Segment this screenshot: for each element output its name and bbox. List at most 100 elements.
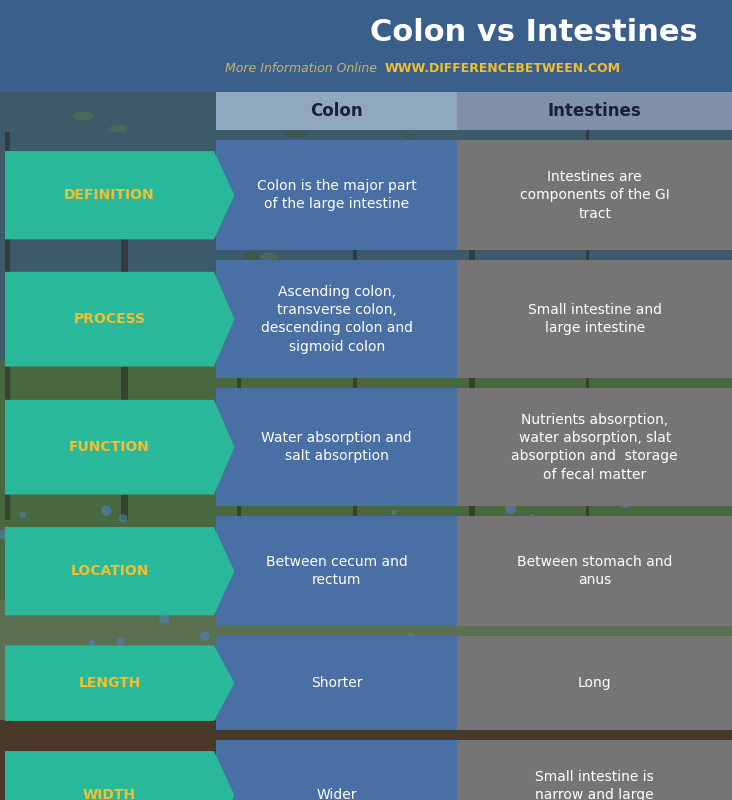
Circle shape bbox=[91, 535, 95, 539]
Circle shape bbox=[416, 515, 424, 523]
Circle shape bbox=[231, 642, 239, 650]
FancyBboxPatch shape bbox=[458, 388, 732, 506]
Polygon shape bbox=[5, 646, 234, 721]
Ellipse shape bbox=[724, 474, 732, 478]
Ellipse shape bbox=[624, 446, 640, 453]
Circle shape bbox=[89, 640, 95, 646]
FancyBboxPatch shape bbox=[121, 216, 128, 520]
Text: Ascending colon,
transverse colon,
descending colon and
sigmoid colon: Ascending colon, transverse colon, desce… bbox=[261, 285, 413, 354]
Circle shape bbox=[119, 514, 127, 522]
Ellipse shape bbox=[72, 112, 94, 121]
Circle shape bbox=[433, 635, 441, 643]
Ellipse shape bbox=[264, 430, 275, 435]
Circle shape bbox=[537, 523, 541, 527]
Circle shape bbox=[529, 514, 535, 521]
Polygon shape bbox=[5, 751, 234, 800]
Circle shape bbox=[200, 631, 210, 642]
Ellipse shape bbox=[573, 315, 591, 322]
Text: Shorter: Shorter bbox=[311, 676, 362, 690]
Text: Between stomach and
anus: Between stomach and anus bbox=[517, 555, 673, 587]
Text: Long: Long bbox=[578, 676, 611, 690]
FancyBboxPatch shape bbox=[216, 740, 458, 800]
Text: Water absorption and
salt absorption: Water absorption and salt absorption bbox=[261, 431, 412, 463]
Circle shape bbox=[354, 660, 366, 671]
Ellipse shape bbox=[76, 394, 100, 402]
FancyBboxPatch shape bbox=[586, 127, 589, 520]
Circle shape bbox=[298, 538, 303, 543]
FancyBboxPatch shape bbox=[237, 322, 241, 520]
Circle shape bbox=[148, 685, 154, 691]
Ellipse shape bbox=[520, 409, 536, 415]
Ellipse shape bbox=[153, 290, 168, 295]
FancyBboxPatch shape bbox=[216, 388, 458, 506]
Text: Small intestine is
narrow and large
intestine is wider: Small intestine is narrow and large inte… bbox=[535, 770, 654, 800]
Circle shape bbox=[412, 518, 422, 528]
Ellipse shape bbox=[463, 473, 482, 480]
Ellipse shape bbox=[352, 85, 365, 90]
FancyBboxPatch shape bbox=[458, 140, 732, 250]
FancyBboxPatch shape bbox=[216, 140, 458, 250]
Text: WIDTH: WIDTH bbox=[83, 788, 136, 800]
Text: Wider: Wider bbox=[316, 788, 357, 800]
Circle shape bbox=[286, 674, 294, 682]
Ellipse shape bbox=[110, 125, 127, 132]
FancyBboxPatch shape bbox=[458, 516, 732, 626]
Circle shape bbox=[231, 674, 242, 686]
Ellipse shape bbox=[243, 252, 262, 259]
Circle shape bbox=[366, 540, 374, 548]
Text: Between cecum and
rectum: Between cecum and rectum bbox=[266, 555, 408, 587]
Ellipse shape bbox=[151, 214, 172, 223]
Ellipse shape bbox=[706, 96, 717, 101]
Ellipse shape bbox=[370, 154, 389, 162]
FancyBboxPatch shape bbox=[458, 740, 732, 800]
Text: FUNCTION: FUNCTION bbox=[69, 440, 150, 454]
Text: LOCATION: LOCATION bbox=[70, 564, 149, 578]
FancyBboxPatch shape bbox=[216, 260, 458, 378]
Circle shape bbox=[196, 679, 206, 689]
FancyBboxPatch shape bbox=[0, 600, 732, 720]
FancyBboxPatch shape bbox=[0, 720, 732, 800]
FancyBboxPatch shape bbox=[216, 516, 458, 626]
Text: Colon vs Intestines: Colon vs Intestines bbox=[370, 18, 698, 46]
FancyBboxPatch shape bbox=[0, 0, 732, 92]
Ellipse shape bbox=[285, 130, 307, 138]
Circle shape bbox=[620, 498, 630, 508]
Circle shape bbox=[160, 614, 169, 624]
Text: Intestines: Intestines bbox=[548, 102, 642, 120]
Circle shape bbox=[398, 666, 403, 670]
Text: Colon is the major part
of the large intestine: Colon is the major part of the large int… bbox=[257, 179, 417, 211]
Circle shape bbox=[337, 578, 341, 583]
Ellipse shape bbox=[128, 537, 145, 544]
Circle shape bbox=[126, 691, 132, 698]
Text: WWW.DIFFERENCEBETWEEN.COM: WWW.DIFFERENCEBETWEEN.COM bbox=[384, 62, 620, 75]
FancyBboxPatch shape bbox=[216, 636, 458, 730]
Ellipse shape bbox=[244, 207, 266, 216]
Ellipse shape bbox=[403, 134, 414, 138]
Ellipse shape bbox=[383, 442, 392, 446]
Ellipse shape bbox=[108, 293, 127, 301]
Circle shape bbox=[67, 693, 75, 702]
Text: Intestines are
components of the GI
tract: Intestines are components of the GI trac… bbox=[520, 170, 670, 221]
Circle shape bbox=[251, 642, 261, 653]
Text: DEFINITION: DEFINITION bbox=[64, 188, 154, 202]
Text: More Information Online: More Information Online bbox=[225, 62, 377, 75]
Ellipse shape bbox=[261, 104, 284, 114]
Circle shape bbox=[647, 541, 653, 546]
Circle shape bbox=[545, 657, 551, 662]
Circle shape bbox=[74, 550, 84, 561]
FancyBboxPatch shape bbox=[354, 152, 356, 520]
Ellipse shape bbox=[229, 198, 247, 206]
FancyBboxPatch shape bbox=[458, 260, 732, 378]
FancyBboxPatch shape bbox=[0, 360, 732, 600]
FancyBboxPatch shape bbox=[469, 190, 476, 520]
Polygon shape bbox=[5, 527, 234, 615]
Ellipse shape bbox=[509, 484, 534, 494]
Text: Nutrients absorption,
water absorption, slat
absorption and  storage
of fecal ma: Nutrients absorption, water absorption, … bbox=[512, 413, 678, 482]
Circle shape bbox=[201, 593, 213, 604]
FancyBboxPatch shape bbox=[458, 92, 732, 130]
Circle shape bbox=[116, 637, 125, 645]
FancyBboxPatch shape bbox=[216, 92, 458, 130]
Text: Small intestine and
large intestine: Small intestine and large intestine bbox=[528, 303, 662, 335]
FancyBboxPatch shape bbox=[458, 636, 732, 730]
Circle shape bbox=[0, 530, 9, 539]
